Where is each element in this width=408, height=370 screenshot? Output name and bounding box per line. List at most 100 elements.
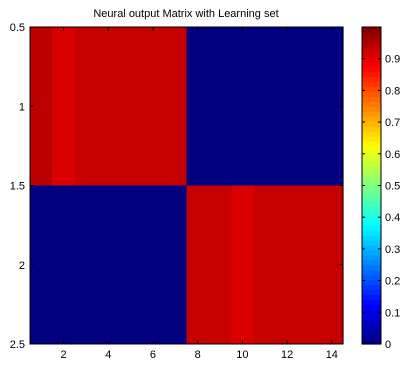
colorbar-segment xyxy=(362,140,381,147)
colorbar-tick-label: 0.3 xyxy=(385,244,400,256)
colorbar-segment xyxy=(362,46,381,53)
colorbar-segment xyxy=(362,205,381,211)
colorbar-segment xyxy=(362,215,381,221)
colorbar-segment xyxy=(362,264,381,271)
colorbar-segment xyxy=(362,304,381,310)
heatmap-cell xyxy=(253,27,277,186)
colorbar-segment xyxy=(362,106,381,112)
heatmap-cell xyxy=(298,185,322,344)
colorbar-segment xyxy=(362,195,381,201)
colorbar-tick-label: 0.6 xyxy=(385,149,400,161)
colorbar-segment xyxy=(362,51,381,58)
heatmap-cell xyxy=(30,185,53,344)
colorbar-tick-label: 0 xyxy=(385,339,391,351)
heatmap-cells xyxy=(30,27,344,344)
chart-title: Neural output Matrix with Learning set xyxy=(93,8,278,20)
colorbar-segment xyxy=(362,239,381,246)
heatmap-cell xyxy=(164,185,188,344)
colorbar-segment xyxy=(362,339,381,345)
colorbar-segment xyxy=(362,96,381,102)
colorbar-tick-label: 0.9 xyxy=(385,54,400,66)
colorbar-segment xyxy=(362,180,381,187)
x-tick-label: 8 xyxy=(195,349,201,361)
colorbar-segment xyxy=(362,185,381,192)
colorbar-segment xyxy=(362,259,381,266)
y-tick-label: 1.5 xyxy=(10,181,25,193)
heatmap-cell xyxy=(275,185,299,344)
x-tick-label: 4 xyxy=(105,349,111,361)
colorbar-tick-label: 0.1 xyxy=(385,307,400,319)
heatmap-cell xyxy=(164,27,188,186)
colorbar-segment xyxy=(362,279,381,286)
heatmap-cell xyxy=(97,185,121,344)
colorbar-segment xyxy=(362,314,381,320)
heatmap-cell xyxy=(186,27,210,186)
colorbar-tick-label: 0.5 xyxy=(385,181,400,193)
colorbar-segment xyxy=(362,165,381,172)
heatmap-cell xyxy=(141,185,165,344)
x-tick-label: 10 xyxy=(236,349,248,361)
colorbar-segment xyxy=(362,135,381,142)
colorbar-segment xyxy=(362,56,381,63)
colorbar-segment xyxy=(362,27,381,33)
colorbar-segment xyxy=(362,294,381,301)
colorbar-segment xyxy=(362,309,381,315)
colorbar-segment xyxy=(362,254,381,261)
colorbar-segment xyxy=(362,170,381,177)
heatmap-cell xyxy=(231,185,255,344)
heatmap-cell xyxy=(298,27,322,186)
heatmap-cell xyxy=(74,185,98,344)
plot-axes: 2 4 6 8 10 12 14 0.5 1 1.5 2 2.5 xyxy=(10,22,343,361)
heatmap-cell xyxy=(320,185,344,344)
colorbar-segment xyxy=(362,155,381,162)
heatmap-cell xyxy=(231,27,255,186)
colorbar-segment xyxy=(362,131,381,137)
heatmap-cell xyxy=(253,185,277,344)
heatmap-cell xyxy=(119,185,143,344)
colorbar-tick-label: 0.4 xyxy=(385,212,400,224)
heatmap-cell xyxy=(119,27,143,186)
colorbar-segment xyxy=(362,249,381,256)
colorbar-segment xyxy=(362,111,381,117)
colorbar-segment xyxy=(362,61,381,68)
y-tick-label: 1 xyxy=(19,101,25,113)
heatmap-cell xyxy=(30,27,53,186)
colorbar-segment xyxy=(362,190,381,196)
colorbar-segment xyxy=(362,101,381,107)
colorbar-segment xyxy=(362,116,381,122)
colorbar-tick-label: 0.8 xyxy=(385,85,400,97)
heatmap-cell xyxy=(74,27,98,186)
colorbar-segment xyxy=(362,329,381,335)
colorbar-segment xyxy=(362,145,381,152)
colorbar-segment xyxy=(362,334,381,340)
heatmap-cell xyxy=(208,27,232,186)
heatmap-cell xyxy=(52,185,76,344)
colorbar-segment xyxy=(362,160,381,167)
x-tick-label: 6 xyxy=(150,349,156,361)
colorbar-segment xyxy=(362,225,381,231)
x-tick-label: 12 xyxy=(281,349,293,361)
colorbar-segment xyxy=(362,121,381,127)
colorbar-segment xyxy=(362,31,381,38)
colorbar-segment xyxy=(362,289,381,296)
colorbar-segment xyxy=(362,269,381,276)
x-tick-label: 14 xyxy=(326,349,338,361)
y-tick-label: 0.5 xyxy=(10,22,25,34)
colorbar-tick-label: 0.7 xyxy=(385,117,400,129)
colorbar-segment xyxy=(362,36,381,43)
colorbar-segment xyxy=(362,299,381,305)
colorbar-tick-label: 0.2 xyxy=(385,276,400,288)
colorbar-segment xyxy=(362,126,381,132)
heatmap-cell xyxy=(97,27,121,186)
colorbar-segment xyxy=(362,41,381,48)
heatmap-cell xyxy=(52,27,76,186)
colorbar-segment xyxy=(362,91,381,97)
colorbar-segment xyxy=(362,76,381,83)
colorbar-segment xyxy=(362,284,381,291)
heatmap-cell xyxy=(141,27,165,186)
heatmap-cell xyxy=(186,185,210,344)
colorbar-segment xyxy=(362,274,381,281)
x-tick-label: 2 xyxy=(60,349,66,361)
colorbar-segment xyxy=(362,150,381,157)
